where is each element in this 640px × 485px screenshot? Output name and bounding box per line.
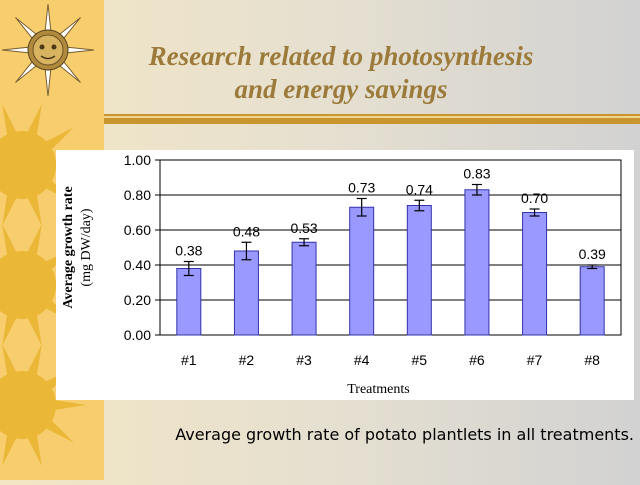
bar xyxy=(464,189,490,336)
y-tick-label: 0.00 xyxy=(124,327,151,343)
x-tick-label: #3 xyxy=(296,352,312,368)
y-tick-label: 0.80 xyxy=(124,187,151,203)
chart-panel: 0.00 0.20 0.40 0.60 0.80 1.00 Average growth r… xyxy=(56,150,634,400)
slide-title-line2: and energy savings xyxy=(234,74,448,104)
x-tick-label: #6 xyxy=(469,352,485,368)
data-label: 0.74 xyxy=(406,181,433,197)
bar xyxy=(349,206,375,336)
y-tick-label: 1.00 xyxy=(124,152,151,168)
y-tick-label: 0.20 xyxy=(124,292,151,308)
y-tick-label: 0.40 xyxy=(124,257,151,273)
bar xyxy=(233,250,259,336)
data-label: 0.38 xyxy=(175,243,202,259)
chart-caption: Average growth rate of potato plantlets … xyxy=(175,425,634,444)
data-label: 0.70 xyxy=(521,190,548,206)
x-tick-label: #8 xyxy=(584,352,600,368)
bar xyxy=(522,212,548,336)
data-label: 0.39 xyxy=(579,246,606,262)
y-axis-title: Average growth rate xyxy=(61,186,76,308)
bar xyxy=(406,205,432,336)
x-tick-label: #4 xyxy=(354,352,370,368)
bar xyxy=(176,268,202,336)
title-rule xyxy=(104,114,640,124)
data-label: 0.53 xyxy=(290,220,317,236)
sun-icon xyxy=(0,344,86,466)
y-tick-label: 0.60 xyxy=(124,222,151,238)
title-rule-highlight xyxy=(104,116,640,118)
data-label: 0.48 xyxy=(233,223,260,239)
x-tick-label: #2 xyxy=(239,352,255,368)
x-tick-label: #5 xyxy=(412,352,428,368)
slide-title: Research related to photosynthesis and e… xyxy=(104,40,578,106)
bar xyxy=(291,241,317,336)
data-label: 0.83 xyxy=(463,166,490,182)
data-label: 0.73 xyxy=(348,180,375,196)
x-tick-label: #1 xyxy=(181,352,197,368)
plot-area xyxy=(159,159,622,336)
bar xyxy=(579,266,605,336)
slide-title-line1: Research related to photosynthesis xyxy=(148,41,534,71)
x-tick-label: #7 xyxy=(527,352,543,368)
x-axis-title: Treatments xyxy=(347,382,409,397)
sun-icon xyxy=(1,3,95,97)
bar-chart: 0.00 0.20 0.40 0.60 0.80 1.00 Average growth r… xyxy=(61,152,622,397)
y-axis-unit: (mg DW/day) xyxy=(79,208,94,286)
